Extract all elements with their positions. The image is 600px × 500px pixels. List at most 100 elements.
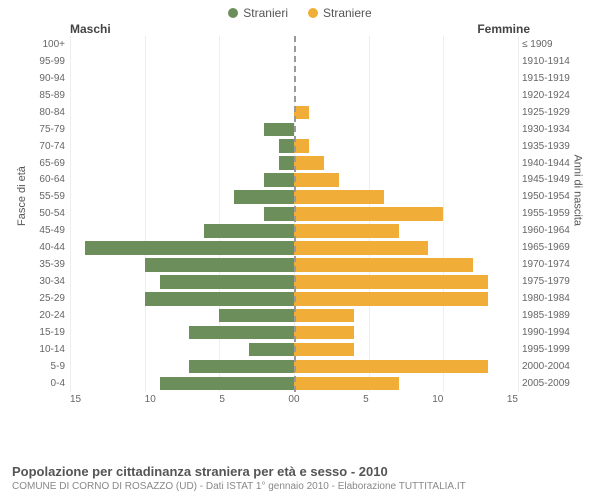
chart-subtitle: COMUNE DI CORNO DI ROSAZZO (UD) - Dati I… (12, 481, 588, 492)
bar-row (70, 222, 294, 239)
x-axis: 051015 051015 (70, 394, 518, 416)
x-axis-left: 051015 (70, 394, 294, 416)
x-tick: 10 (145, 394, 156, 416)
bar-female (294, 241, 428, 254)
bar-male (219, 309, 294, 322)
age-label: 75-79 (20, 124, 65, 135)
bar-female (294, 258, 473, 271)
bar-male (279, 156, 294, 169)
bars-male (70, 36, 294, 392)
bars-female (294, 36, 518, 392)
bar-row (70, 324, 294, 341)
bar-male (264, 123, 294, 136)
bar-female (294, 139, 309, 152)
year-label: 1950-1954 (522, 191, 580, 202)
age-label: 10-14 (20, 344, 65, 355)
x-tick: 5 (219, 394, 225, 416)
age-label: 15-19 (20, 327, 65, 338)
bar-row (294, 290, 518, 307)
bar-row (70, 138, 294, 155)
year-label: 1935-1939 (522, 141, 580, 152)
year-label: 1965-1969 (522, 242, 580, 253)
x-tick: 0 (294, 394, 300, 416)
year-label: 1920-1924 (522, 90, 580, 101)
year-label: 1960-1964 (522, 225, 580, 236)
bar-row (70, 206, 294, 223)
bar-row (70, 104, 294, 121)
bar-row (294, 155, 518, 172)
bar-female (294, 156, 324, 169)
legend-male-label: Stranieri (243, 6, 288, 20)
bar-female (294, 106, 309, 119)
age-label: 0-4 (20, 378, 65, 389)
legend-male: Stranieri (228, 6, 288, 20)
year-label: 1975-1979 (522, 276, 580, 287)
year-label: 2000-2004 (522, 361, 580, 372)
bar-row (70, 273, 294, 290)
year-label: 1990-1994 (522, 327, 580, 338)
bar-female (294, 275, 488, 288)
center-axis (294, 36, 296, 392)
age-label: 95-99 (20, 56, 65, 67)
bar-row (70, 358, 294, 375)
header-male: Maschi (70, 22, 111, 36)
chart: Fasce di età Anni di nascita 100+95-9990… (20, 36, 580, 416)
bar-row (70, 375, 294, 392)
bar-row (294, 307, 518, 324)
bar-row (294, 138, 518, 155)
bar-row (70, 172, 294, 189)
bar-row (294, 341, 518, 358)
chart-title: Popolazione per cittadinanza straniera p… (12, 464, 588, 479)
bar-row (70, 70, 294, 87)
bar-male (249, 343, 294, 356)
age-label: 90-94 (20, 73, 65, 84)
bar-male (264, 207, 294, 220)
bar-female (294, 224, 399, 237)
year-label: 1910-1914 (522, 56, 580, 67)
column-headers: Maschi Femmine (0, 22, 600, 36)
bar-male (145, 258, 294, 271)
age-label: 65-69 (20, 158, 65, 169)
swatch-female (308, 8, 318, 18)
bar-female (294, 207, 443, 220)
age-label: 30-34 (20, 276, 65, 287)
legend-female-label: Straniere (323, 6, 372, 20)
bar-row (70, 87, 294, 104)
age-label: 45-49 (20, 225, 65, 236)
bar-row (70, 155, 294, 172)
bar-row (294, 121, 518, 138)
bar-male (204, 224, 294, 237)
bar-row (294, 206, 518, 223)
y-axis-age: 100+95-9990-9485-8980-8475-7970-7465-696… (20, 36, 65, 392)
legend: Stranieri Straniere (0, 0, 600, 22)
age-label: 50-54 (20, 208, 65, 219)
footer: Popolazione per cittadinanza straniera p… (12, 464, 588, 492)
bar-row (294, 104, 518, 121)
bar-row (294, 222, 518, 239)
year-label: 1945-1949 (522, 174, 580, 185)
bar-female (294, 190, 384, 203)
age-label: 70-74 (20, 141, 65, 152)
bar-row (294, 172, 518, 189)
legend-female: Straniere (308, 6, 372, 20)
bar-row (294, 375, 518, 392)
grid-line (518, 36, 519, 392)
bar-row (70, 256, 294, 273)
bar-female (294, 343, 354, 356)
bar-row (70, 53, 294, 70)
bar-male (264, 173, 294, 186)
bar-row (294, 87, 518, 104)
bar-row (294, 324, 518, 341)
bar-male (160, 377, 294, 390)
bar-row (294, 53, 518, 70)
y-axis-year: ≤ 19091910-19141915-19191920-19241925-19… (522, 36, 580, 392)
swatch-male (228, 8, 238, 18)
header-female: Femmine (477, 22, 530, 36)
bar-female (294, 173, 339, 186)
age-label: 80-84 (20, 107, 65, 118)
year-label: ≤ 1909 (522, 39, 580, 50)
year-label: 1970-1974 (522, 259, 580, 270)
bar-row (294, 273, 518, 290)
bar-row (70, 341, 294, 358)
bar-male (279, 139, 294, 152)
